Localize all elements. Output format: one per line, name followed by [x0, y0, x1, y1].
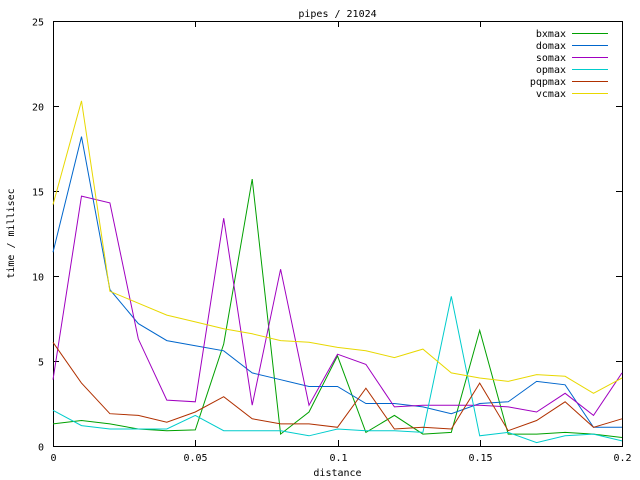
- series-line-bxmax: [52, 179, 623, 438]
- y-axis-label: time / millisec: [6, 188, 17, 278]
- x-tick-label: 0.05: [183, 453, 207, 464]
- x-tick-label: 0.15: [468, 453, 492, 464]
- x-axis-label: distance: [313, 468, 361, 479]
- x-tick-label: 0.2: [613, 453, 631, 464]
- legend-label-bxmax: bxmax: [536, 29, 566, 40]
- legend-label-somax: somax: [536, 53, 566, 64]
- legend-label-opmax: opmax: [536, 65, 566, 76]
- series-lines: [52, 100, 623, 444]
- series-line-opmax: [52, 296, 623, 444]
- chart-title: pipes / 21024: [298, 9, 376, 20]
- y-tick-label: 5: [38, 358, 44, 369]
- legend-label-pqpmax: pqpmax: [530, 77, 566, 88]
- legend-label-vcmax: vcmax: [536, 89, 566, 100]
- x-tick-label: 0: [50, 453, 56, 464]
- y-tick-label: 15: [32, 188, 44, 199]
- x-tick-label: 0.1: [329, 453, 347, 464]
- axis-tick-labels: 0 0.05 0.1 0.15 0.2 0 5 10 15 20 25: [32, 18, 632, 465]
- series-line-somax: [52, 195, 623, 417]
- series-line-domax: [52, 136, 622, 428]
- series-line-pqpmax: [52, 342, 623, 432]
- legend-label-domax: domax: [536, 41, 566, 52]
- y-tick-label: 25: [32, 18, 44, 29]
- y-tick-label: 20: [32, 103, 44, 114]
- y-tick-label: 0: [38, 443, 44, 454]
- series-line-vcmax: [52, 100, 623, 394]
- y-tick-label: 10: [32, 273, 44, 284]
